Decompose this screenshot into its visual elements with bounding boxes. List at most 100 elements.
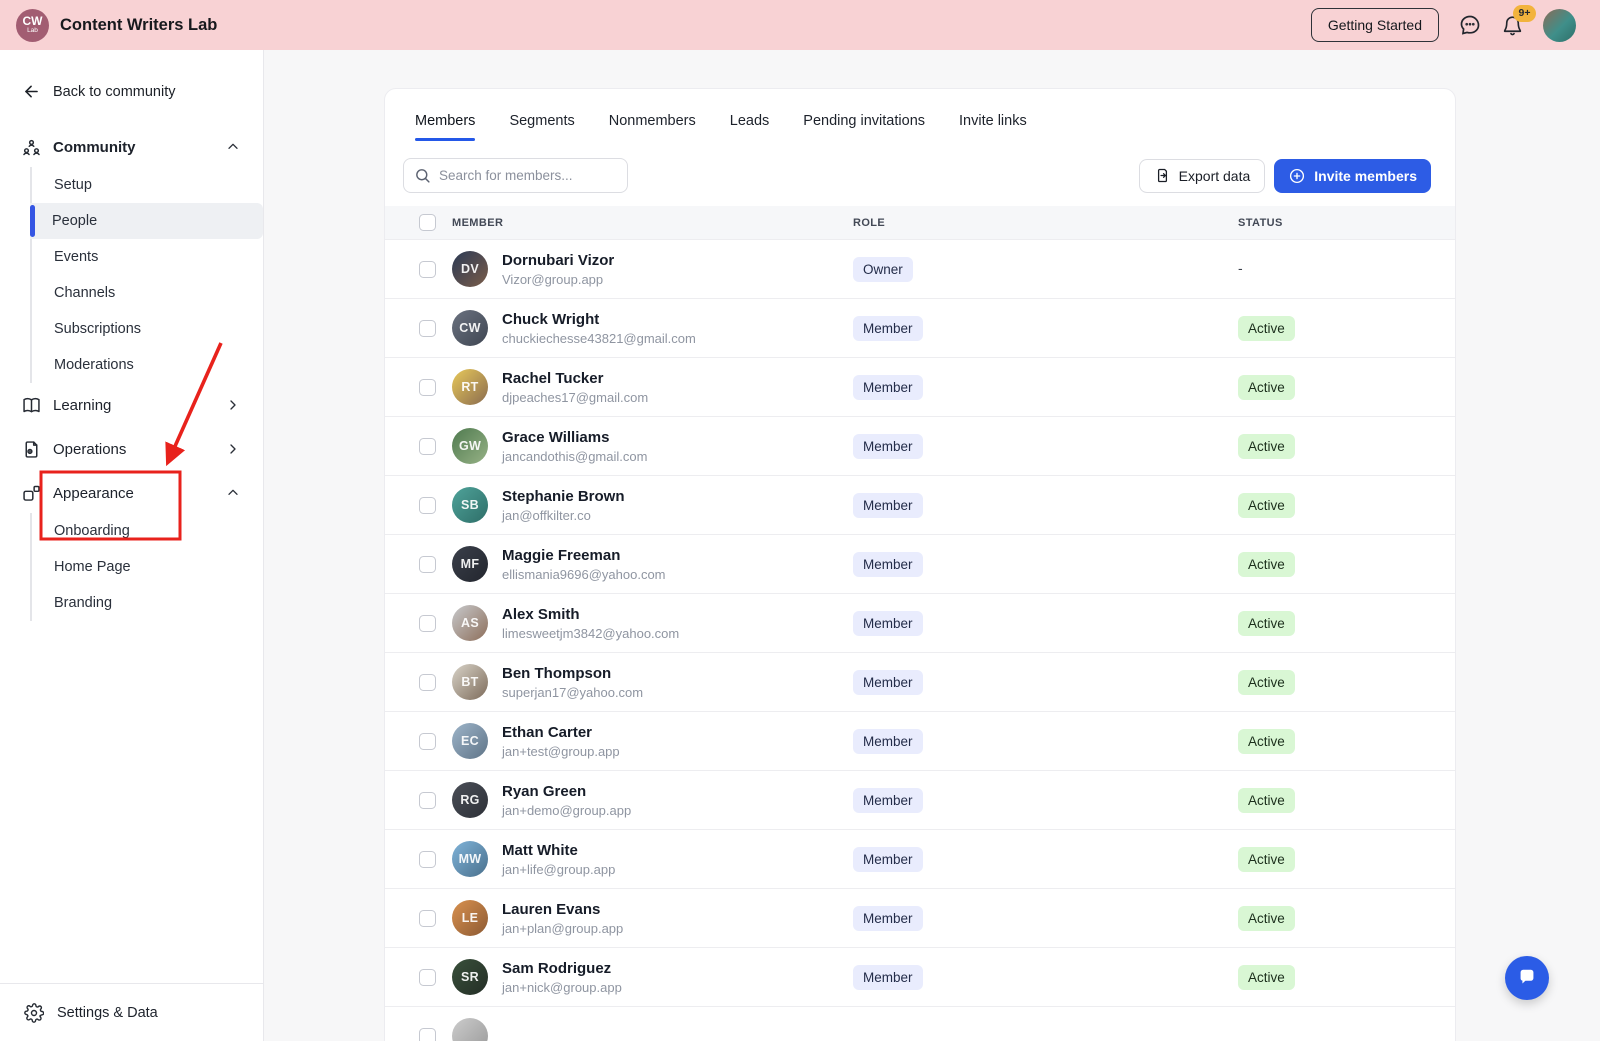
- row-checkbox[interactable]: [419, 968, 436, 986]
- admin-sidebar: Back to community Community Setup People E…: [0, 50, 264, 1041]
- table-row[interactable]: DV Dornubari Vizor Vizor@group.app Owner…: [385, 239, 1455, 298]
- sidebar-item-events[interactable]: Events: [30, 239, 263, 275]
- sidebar-item-setup[interactable]: Setup: [30, 167, 263, 203]
- row-checkbox[interactable]: [419, 791, 436, 809]
- row-checkbox[interactable]: [419, 555, 436, 573]
- sidebar-item-channels[interactable]: Channels: [30, 275, 263, 311]
- role-badge: Owner: [853, 256, 913, 282]
- table-header: MEMBER ROLE STATUS: [385, 206, 1455, 239]
- sidebar-item-onboarding[interactable]: Onboarding: [30, 513, 263, 549]
- table-row[interactable]: [385, 1006, 1455, 1041]
- table-row[interactable]: BT Ben Thompson superjan17@yahoo.com Mem…: [385, 652, 1455, 711]
- row-checkbox[interactable]: [419, 732, 436, 750]
- main-area: Members Segments Nonmembers Leads Pending in…: [264, 50, 1600, 1041]
- row-checkbox[interactable]: [419, 673, 436, 691]
- members-table: MEMBER ROLE STATUS DV Dornubari Vizor Vi…: [385, 206, 1455, 1041]
- appearance-subitems: Onboarding Home Page Branding: [30, 513, 263, 621]
- back-arrow-icon: [25, 85, 38, 98]
- table-row[interactable]: RT Rachel Tucker djpeaches17@gmail.com M…: [385, 357, 1455, 416]
- member-name: Sam Rodriguez: [502, 959, 612, 977]
- member-name: Matt White: [502, 841, 578, 859]
- member-email: jan+demo@group.app: [502, 802, 632, 818]
- row-checkbox[interactable]: [419, 850, 436, 868]
- row-checkbox[interactable]: [419, 1027, 436, 1041]
- settings-label: Settings & Data: [57, 1004, 158, 1021]
- role-badge: Member: [853, 551, 923, 577]
- tab-segments[interactable]: Segments: [509, 113, 574, 141]
- row-checkbox[interactable]: [419, 614, 436, 632]
- table-row[interactable]: RG Ryan Green jan+demo@group.app Member …: [385, 770, 1455, 829]
- sidebar-item-subscriptions[interactable]: Subscriptions: [30, 311, 263, 347]
- member-avatar: BT: [452, 664, 488, 700]
- members-card: Members Segments Nonmembers Leads Pending in…: [384, 88, 1456, 1041]
- member-email: chuckiechesse43821@gmail.com: [502, 330, 696, 346]
- row-checkbox[interactable]: [419, 378, 436, 396]
- tab-invite-links[interactable]: Invite links: [959, 113, 1027, 141]
- sidebar-item-label: Home Page: [54, 559, 131, 575]
- sidebar-section-community[interactable]: Community: [0, 135, 263, 159]
- select-all-checkbox[interactable]: [419, 214, 436, 231]
- row-checkbox[interactable]: [419, 909, 436, 927]
- member-avatar: RT: [452, 369, 488, 405]
- table-row[interactable]: GW Grace Williams jancandothis@gmail.com…: [385, 416, 1455, 475]
- plus-circle-icon: [1290, 168, 1305, 183]
- member-name: Grace Williams: [502, 428, 610, 446]
- member-name: Stephanie Brown: [502, 487, 625, 505]
- member-name: Rachel Tucker: [502, 369, 604, 387]
- member-name: Ben Thompson: [502, 664, 612, 682]
- sidebar-section-learning[interactable]: Learning: [0, 393, 263, 417]
- community-logo[interactable]: CW Lab: [16, 8, 49, 42]
- tab-pending-invitations[interactable]: Pending invitations: [803, 113, 925, 141]
- invite-members-button[interactable]: Invite members: [1274, 158, 1431, 193]
- tab-label: Nonmembers: [608, 113, 696, 129]
- member-name: Maggie Freeman: [502, 546, 621, 564]
- row-checkbox[interactable]: [419, 437, 436, 455]
- sidebar-section-operations[interactable]: Operations: [0, 437, 263, 461]
- role-badge: Member: [853, 315, 923, 341]
- status-cell: -: [1238, 260, 1243, 276]
- status-badge: Active: [1238, 787, 1295, 813]
- sidebar-item-branding[interactable]: Branding: [30, 585, 263, 621]
- table-row[interactable]: SR Sam Rodriguez jan+nick@group.app Memb…: [385, 947, 1455, 1006]
- table-row[interactable]: SB Stephanie Brown jan@offkilter.co Memb…: [385, 475, 1455, 534]
- table-row[interactable]: EC Ethan Carter jan+test@group.app Membe…: [385, 711, 1455, 770]
- search-input[interactable]: [403, 158, 628, 193]
- notifications-button[interactable]: 9+: [1501, 4, 1536, 37]
- chevron-right-icon: [225, 397, 241, 413]
- status-badge: Active: [1238, 374, 1295, 400]
- sidebar-item-moderations[interactable]: Moderations: [30, 347, 263, 383]
- tab-leads[interactable]: Leads: [730, 113, 770, 141]
- tab-members[interactable]: Members: [415, 113, 476, 141]
- table-row[interactable]: LE Lauren Evans jan+plan@group.app Membe…: [385, 888, 1455, 947]
- sidebar-section-appearance[interactable]: Appearance: [0, 481, 263, 505]
- role-badge: Member: [853, 492, 923, 518]
- chat-widget-button[interactable]: [1505, 956, 1549, 1000]
- sidebar-item-people[interactable]: People: [30, 203, 263, 239]
- member-email: Vizor@group.app: [502, 271, 604, 287]
- member-name: Ethan Carter: [502, 723, 593, 741]
- row-checkbox[interactable]: [419, 319, 436, 337]
- getting-started-button[interactable]: Getting Started: [1310, 8, 1439, 42]
- logo-subtext: Lab: [27, 27, 38, 35]
- export-data-button[interactable]: Export data: [1138, 158, 1266, 193]
- table-body: DV Dornubari Vizor Vizor@group.app Owner…: [385, 239, 1455, 1041]
- settings-and-data-link[interactable]: Settings & Data: [0, 983, 263, 1041]
- chat-bubble-icon: [1460, 15, 1480, 35]
- messages-button[interactable]: [1458, 13, 1482, 37]
- sidebar-item-label: Setup: [54, 177, 92, 193]
- row-checkbox[interactable]: [419, 496, 436, 514]
- section-label: Appearance: [53, 484, 134, 502]
- table-row[interactable]: MW Matt White jan+life@group.app Member …: [385, 829, 1455, 888]
- tab-nonmembers[interactable]: Nonmembers: [609, 113, 696, 141]
- sidebar-item-label: Onboarding: [54, 523, 130, 539]
- table-row[interactable]: MF Maggie Freeman ellismania9696@yahoo.c…: [385, 534, 1455, 593]
- sidebar-item-home-page[interactable]: Home Page: [30, 549, 263, 585]
- row-checkbox[interactable]: [419, 260, 436, 278]
- table-row[interactable]: CW Chuck Wright chuckiechesse43821@gmail…: [385, 298, 1455, 357]
- back-to-community-link[interactable]: Back to community: [22, 82, 263, 101]
- user-avatar[interactable]: [1543, 8, 1576, 42]
- table-row[interactable]: AS Alex Smith limesweetjm3842@yahoo.com …: [385, 593, 1455, 652]
- logo-text: CW: [22, 14, 43, 29]
- role-badge: Member: [853, 846, 923, 872]
- chevron-up-icon: [225, 485, 241, 501]
